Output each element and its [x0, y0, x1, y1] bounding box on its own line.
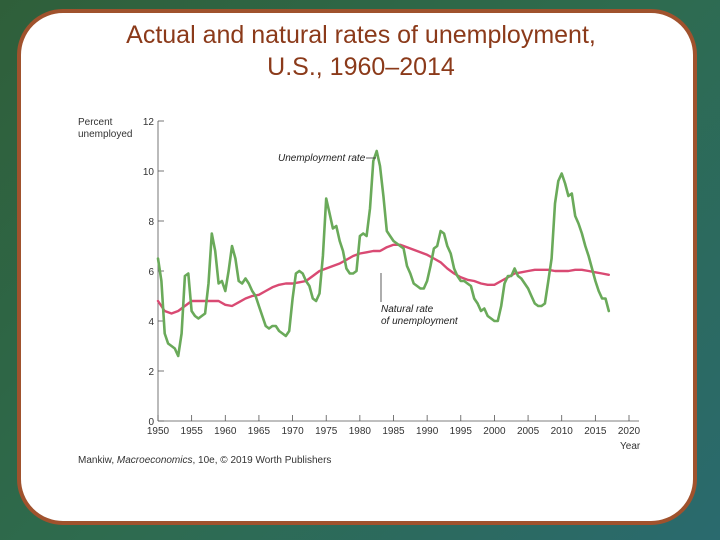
x-tick-label: 1955: [181, 426, 204, 437]
series-line-natural-rate: [156, 243, 610, 315]
y-tick-label: 2: [148, 367, 154, 378]
x-tick-label: 1970: [281, 426, 304, 437]
x-tick-label: 2010: [551, 426, 574, 437]
source-credit: Mankiw, Macroeconomics, 10e, © 2019 Wort…: [78, 455, 331, 466]
title-line-2: U.S., 1960–2014: [267, 53, 455, 81]
x-tick-label: 2020: [618, 426, 641, 437]
x-tick-label: 1995: [450, 426, 473, 437]
x-axis-label: Year: [620, 441, 641, 452]
y-axis-label-line-1: Percent: [78, 117, 113, 128]
x-tick-label: 1975: [315, 426, 338, 437]
credit-suffix: , 10e, © 2019 Worth Publishers: [192, 455, 332, 466]
y-axis: 0 2 4 6 8 10 12: [143, 117, 164, 428]
y-tick-label: 4: [148, 317, 154, 328]
y-axis-label-line-2: unemployed: [78, 129, 132, 140]
series-line-unemployment-rate: [156, 149, 611, 358]
y-tick-label: 8: [148, 217, 154, 228]
x-axis: 1950 1955 1960 1965 1970 1975 1980 1985 1990 1995…: [147, 415, 641, 437]
annotation-natural-rate-line-1: Natural rate: [381, 304, 434, 315]
x-tick-label: 1985: [382, 426, 405, 437]
x-tick-label: 2000: [483, 426, 506, 437]
credit-prefix: Mankiw,: [78, 455, 117, 466]
y-tick-label: 12: [143, 117, 155, 128]
annotation-unemployment-rate: Unemployment rate: [278, 153, 366, 164]
x-tick-label: 2015: [584, 426, 607, 437]
x-tick-label: 1990: [416, 426, 439, 437]
x-tick-label: 1950: [147, 426, 170, 437]
y-tick-label: 0: [148, 417, 154, 428]
x-tick-label: 1960: [214, 426, 237, 437]
x-tick-label: 1965: [248, 426, 271, 437]
slide-title: Actual and natural rates of unemployment…: [21, 19, 701, 83]
y-tick-label: 10: [143, 167, 155, 178]
x-tick-label: 2005: [517, 426, 540, 437]
annotation-natural-rate-line-2: of unemployment: [381, 316, 459, 327]
y-tick-label: 6: [148, 267, 154, 278]
title-line-1: Actual and natural rates of unemployment…: [126, 21, 596, 49]
credit-book-title: Macroeconomics: [116, 455, 193, 466]
x-tick-label: 1980: [349, 426, 372, 437]
